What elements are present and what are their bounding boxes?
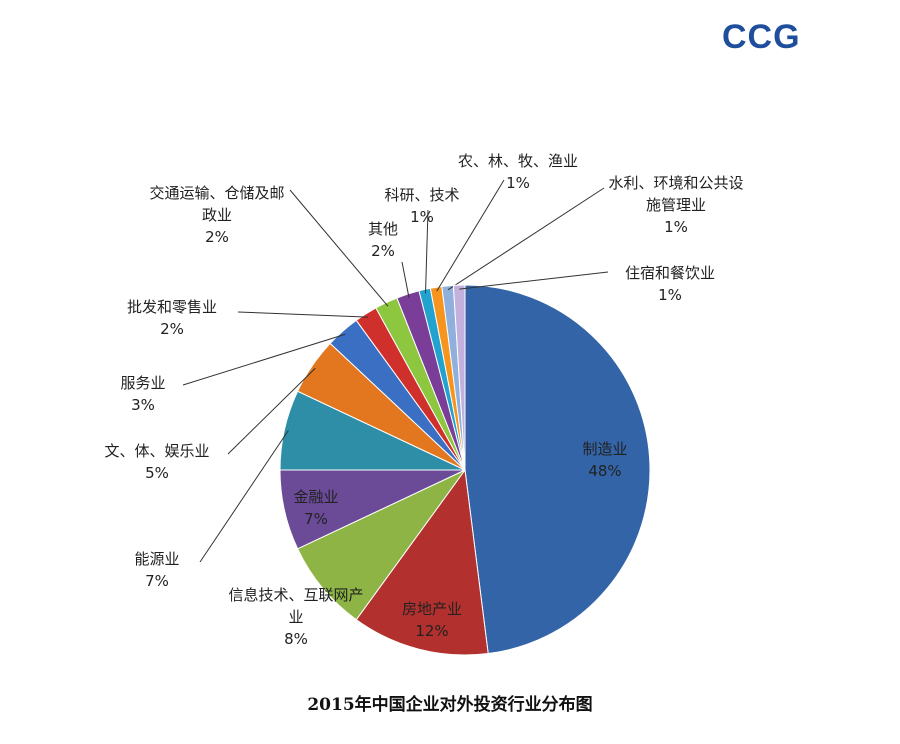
slice-label: 金融业 7% <box>276 486 356 530</box>
pie-slice <box>355 468 489 656</box>
category-label: 交通运输、仓储及邮政业 <box>149 184 285 224</box>
leader-line <box>459 271 609 290</box>
leader-line <box>199 430 289 563</box>
slice-label: 批发和零售业 2% <box>102 296 242 340</box>
slice-label: 科研、技术 1% <box>372 184 472 228</box>
leader-line <box>237 311 369 318</box>
pie-slice <box>296 469 466 621</box>
category-label: 制造业 <box>582 440 628 458</box>
slice-label: 水利、环境和公共设施管理业 1% <box>606 172 746 238</box>
category-label: 农、林、牧、渔业 <box>457 152 578 170</box>
logo: CCG <box>722 18 801 56</box>
leader-line <box>289 189 389 307</box>
category-label: 水利、环境和公共设施管理业 <box>608 174 744 214</box>
category-label: 房地产业 <box>401 600 462 618</box>
slice-label: 住宿和餐饮业 1% <box>605 262 735 306</box>
leader-line <box>425 209 429 294</box>
category-label: 信息技术、互联网产业 <box>228 586 364 626</box>
category-label: 服务业 <box>120 374 166 392</box>
leader-line <box>436 179 505 292</box>
value-label: 1% <box>506 174 530 192</box>
category-label: 能源业 <box>134 550 180 568</box>
pie-slice <box>452 284 466 471</box>
slice-label: 房地产业 12% <box>387 598 477 642</box>
leader-line <box>182 333 346 386</box>
category-label: 其他 <box>367 220 398 238</box>
category-label: 文、体、娱乐业 <box>104 442 210 460</box>
slice-label: 农、林、牧、渔业 1% <box>433 150 603 194</box>
value-label: 2% <box>160 320 184 338</box>
category-label: 批发和零售业 <box>126 298 217 316</box>
slice-label: 能源业 7% <box>112 548 202 592</box>
category-label: 住宿和餐饮业 <box>624 264 715 282</box>
value-label: 48% <box>588 462 622 480</box>
pie-slice <box>464 284 651 655</box>
slice-label: 文、体、娱乐业 5% <box>87 440 227 484</box>
value-label: 5% <box>145 464 169 482</box>
value-label: 12% <box>415 622 449 640</box>
slice-label: 其他 2% <box>353 218 413 262</box>
value-label: 2% <box>371 242 395 260</box>
chart-title: 2015年中国企业对外投资行业分布图 <box>307 695 593 715</box>
value-label: 2% <box>205 228 229 246</box>
value-label: 1% <box>410 208 434 226</box>
leader-line <box>227 367 316 455</box>
value-label: 7% <box>145 572 169 590</box>
leader-line <box>447 187 605 291</box>
leader-line <box>401 261 410 298</box>
value-label: 1% <box>658 286 682 304</box>
slice-label: 交通运输、仓储及邮政业 2% <box>147 182 287 248</box>
value-label: 3% <box>131 396 155 414</box>
value-label: 7% <box>304 510 328 528</box>
category-label: 金融业 <box>293 488 339 506</box>
slice-label: 信息技术、互联网产业 8% <box>226 584 366 650</box>
slice-label: 制造业 48% <box>560 438 650 482</box>
value-label: 8% <box>284 630 308 648</box>
slice-label: 服务业 3% <box>98 372 188 416</box>
value-label: 1% <box>664 218 688 236</box>
category-label: 科研、技术 <box>384 186 460 204</box>
